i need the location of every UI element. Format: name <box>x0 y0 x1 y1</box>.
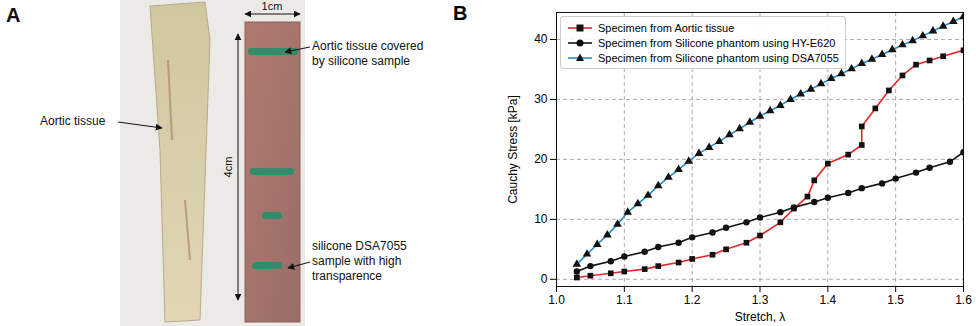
html-text:Specimen from Silicone phantom: Specimen from Silicone phantom using HY-… <box>598 36 836 49</box>
svg-text:1.0: 1.0 <box>548 293 565 307</box>
svg-text:Aortic tissue: Aortic tissue <box>40 114 106 128</box>
svg-text:1.4: 1.4 <box>819 293 836 307</box>
svg-text:Aortic tissue covered: Aortic tissue covered <box>312 39 423 53</box>
svg-text:Cauchy Stress [kPa]: Cauchy Stress [kPa] <box>506 95 520 204</box>
svg-text:1.2: 1.2 <box>684 293 701 307</box>
svg-text:4cm: 4cm <box>222 157 234 178</box>
svg-text:40: 40 <box>534 32 548 46</box>
html-text:B: B <box>453 2 468 24</box>
html-text:Specimen from Silicone phantom: Specimen from Silicone phantom using DSA… <box>598 51 839 64</box>
svg-text:1.5: 1.5 <box>887 293 904 307</box>
svg-text:Stretch, λ: Stretch, λ <box>735 310 786 324</box>
svg-text:sample with high: sample with high <box>312 254 401 268</box>
svg-text:1.3: 1.3 <box>752 293 769 307</box>
svg-text:10: 10 <box>534 212 548 226</box>
svg-text:0: 0 <box>541 272 548 286</box>
svg-text:1.6: 1.6 <box>955 293 972 307</box>
svg-text:1.1: 1.1 <box>616 293 633 307</box>
svg-text:by silicone sample: by silicone sample <box>312 54 410 68</box>
html-text:Specimen from Aortic tissue: Specimen from Aortic tissue <box>598 21 735 34</box>
svg-text:30: 30 <box>534 92 548 106</box>
svg-text:silicone DSA7055: silicone DSA7055 <box>312 239 407 253</box>
svg-text:1cm: 1cm <box>262 0 283 12</box>
svg-text:20: 20 <box>534 152 548 166</box>
svg-text:transparence: transparence <box>312 269 382 283</box>
svg-text:A: A <box>6 4 20 26</box>
